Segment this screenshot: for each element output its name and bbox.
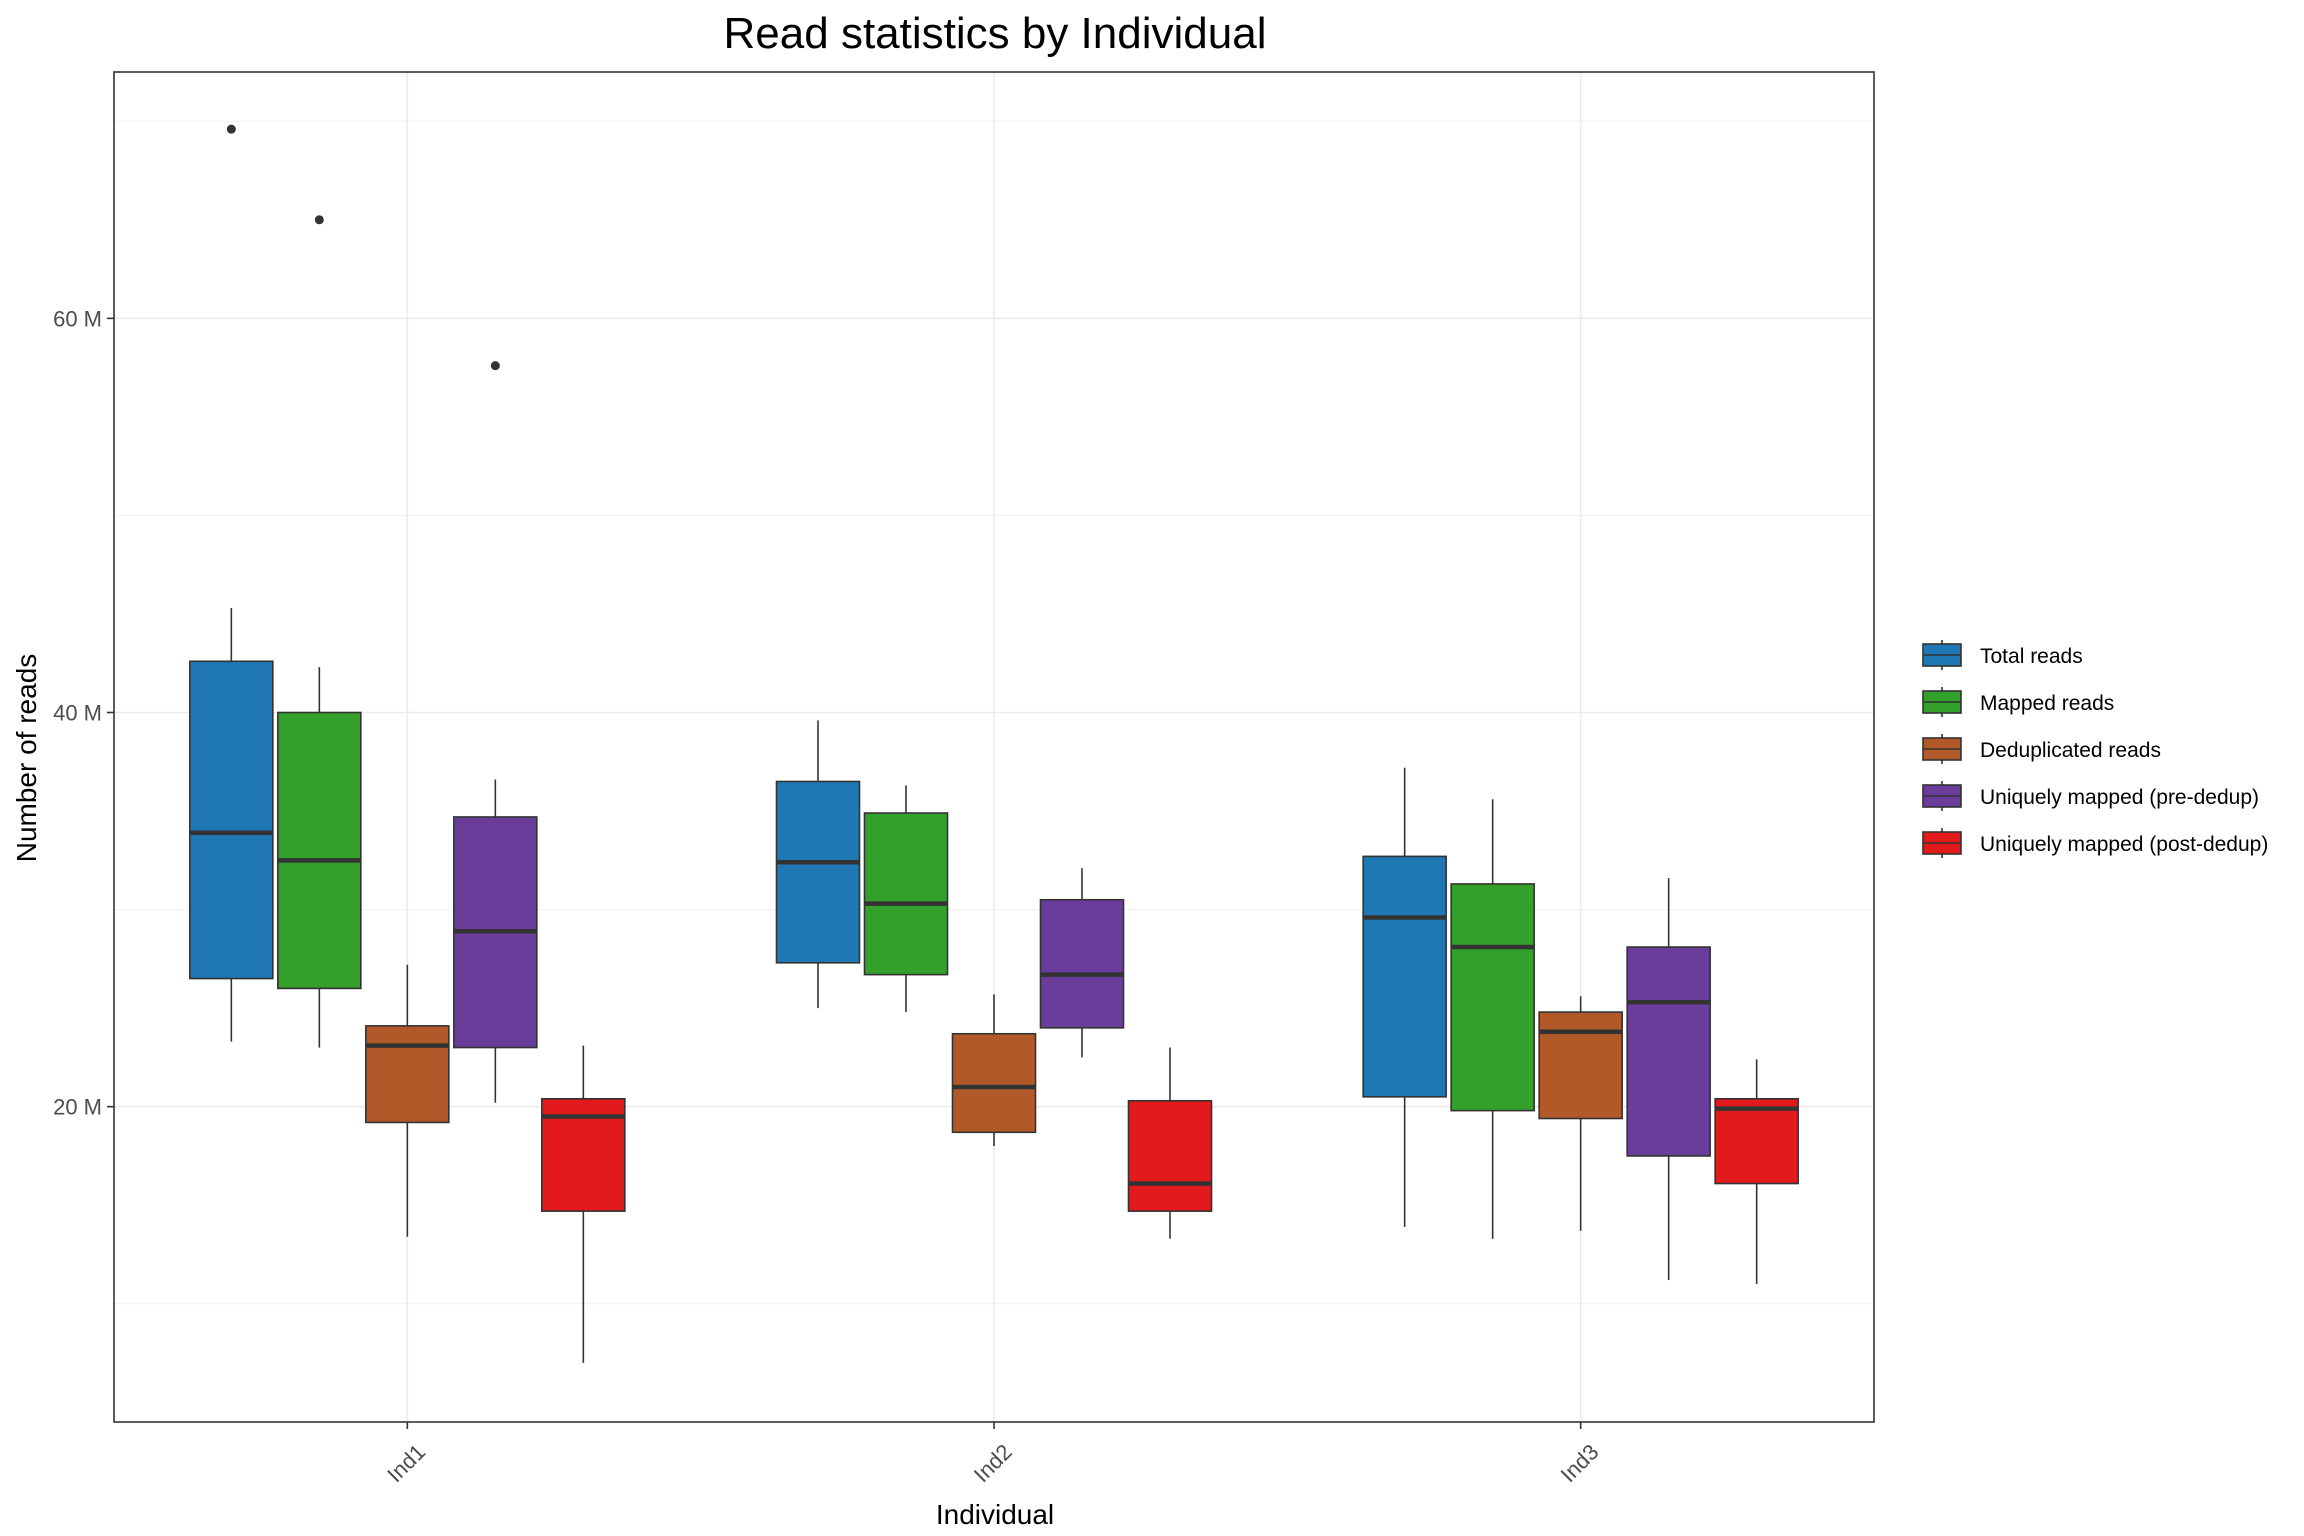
- iqr-box: [951, 1032, 1037, 1134]
- y-tick-label: 40 M: [53, 701, 102, 726]
- box-uniquely-mapped-pre-dedup-ind1: [453, 361, 538, 1103]
- chart-title: Read statistics by Individual: [724, 9, 1267, 58]
- box-mapped-reads-ind1: [277, 215, 362, 1048]
- iqr-box: [189, 660, 274, 980]
- box-mapped-reads-ind3: [1450, 799, 1535, 1239]
- iqr-box: [1362, 855, 1447, 1098]
- iqr-box: [1450, 883, 1535, 1112]
- legend-label: Uniquely mapped (post-dedup): [1980, 833, 2268, 856]
- legend-item-total-reads: Total reads: [1922, 640, 2083, 670]
- iqr-box: [775, 780, 861, 964]
- x-axis-title: Individual: [936, 1499, 1054, 1530]
- box-deduplicated-reads-ind2: [951, 994, 1037, 1147]
- legend-item-uniquely-mapped-post-dedup: Uniquely mapped (post-dedup): [1922, 828, 2268, 858]
- legend-label: Uniquely mapped (pre-dedup): [1980, 786, 2259, 809]
- box-mapped-reads-ind2: [863, 785, 949, 1013]
- outlier-point: [490, 361, 500, 371]
- legend-label: Total reads: [1980, 645, 2083, 668]
- box-uniquely-mapped-post-dedup-ind1: [541, 1045, 626, 1363]
- iqr-box: [1538, 1011, 1623, 1120]
- box-total-reads-ind1: [189, 124, 274, 1042]
- box-total-reads-ind3: [1362, 767, 1447, 1227]
- iqr-box: [365, 1025, 450, 1124]
- legend-label: Mapped reads: [1980, 692, 2114, 715]
- legend-label: Deduplicated reads: [1980, 739, 2161, 762]
- legend-item-mapped-reads: Mapped reads: [1922, 687, 2114, 717]
- legend-item-deduplicated-reads: Deduplicated reads: [1922, 734, 2161, 764]
- box-uniquely-mapped-pre-dedup-ind2: [1039, 868, 1125, 1058]
- iqr-box: [1626, 946, 1711, 1157]
- legend: Total reads Mapped reads Deduplicated read…: [1922, 640, 2268, 858]
- iqr-box: [1127, 1099, 1213, 1212]
- box-uniquely-mapped-post-dedup-ind2: [1127, 1047, 1213, 1239]
- box-uniquely-mapped-post-dedup-ind3: [1714, 1059, 1799, 1285]
- box-deduplicated-reads-ind3: [1538, 996, 1623, 1231]
- y-tick-label: 20 M: [53, 1095, 102, 1120]
- iqr-box: [1039, 898, 1125, 1029]
- iqr-box: [277, 711, 362, 990]
- y-tick-label: 60 M: [53, 306, 102, 331]
- box-total-reads-ind2: [775, 720, 861, 1009]
- iqr-box: [1714, 1097, 1799, 1185]
- legend-item-uniquely-mapped-pre-dedup: Uniquely mapped (pre-dedup): [1922, 781, 2259, 811]
- outlier-point: [314, 215, 324, 225]
- box-deduplicated-reads-ind1: [365, 964, 450, 1237]
- y-axis-title: Number of reads: [11, 654, 42, 863]
- outlier-point: [226, 124, 236, 134]
- box-uniquely-mapped-pre-dedup-ind3: [1626, 878, 1711, 1281]
- iqr-box: [863, 812, 949, 976]
